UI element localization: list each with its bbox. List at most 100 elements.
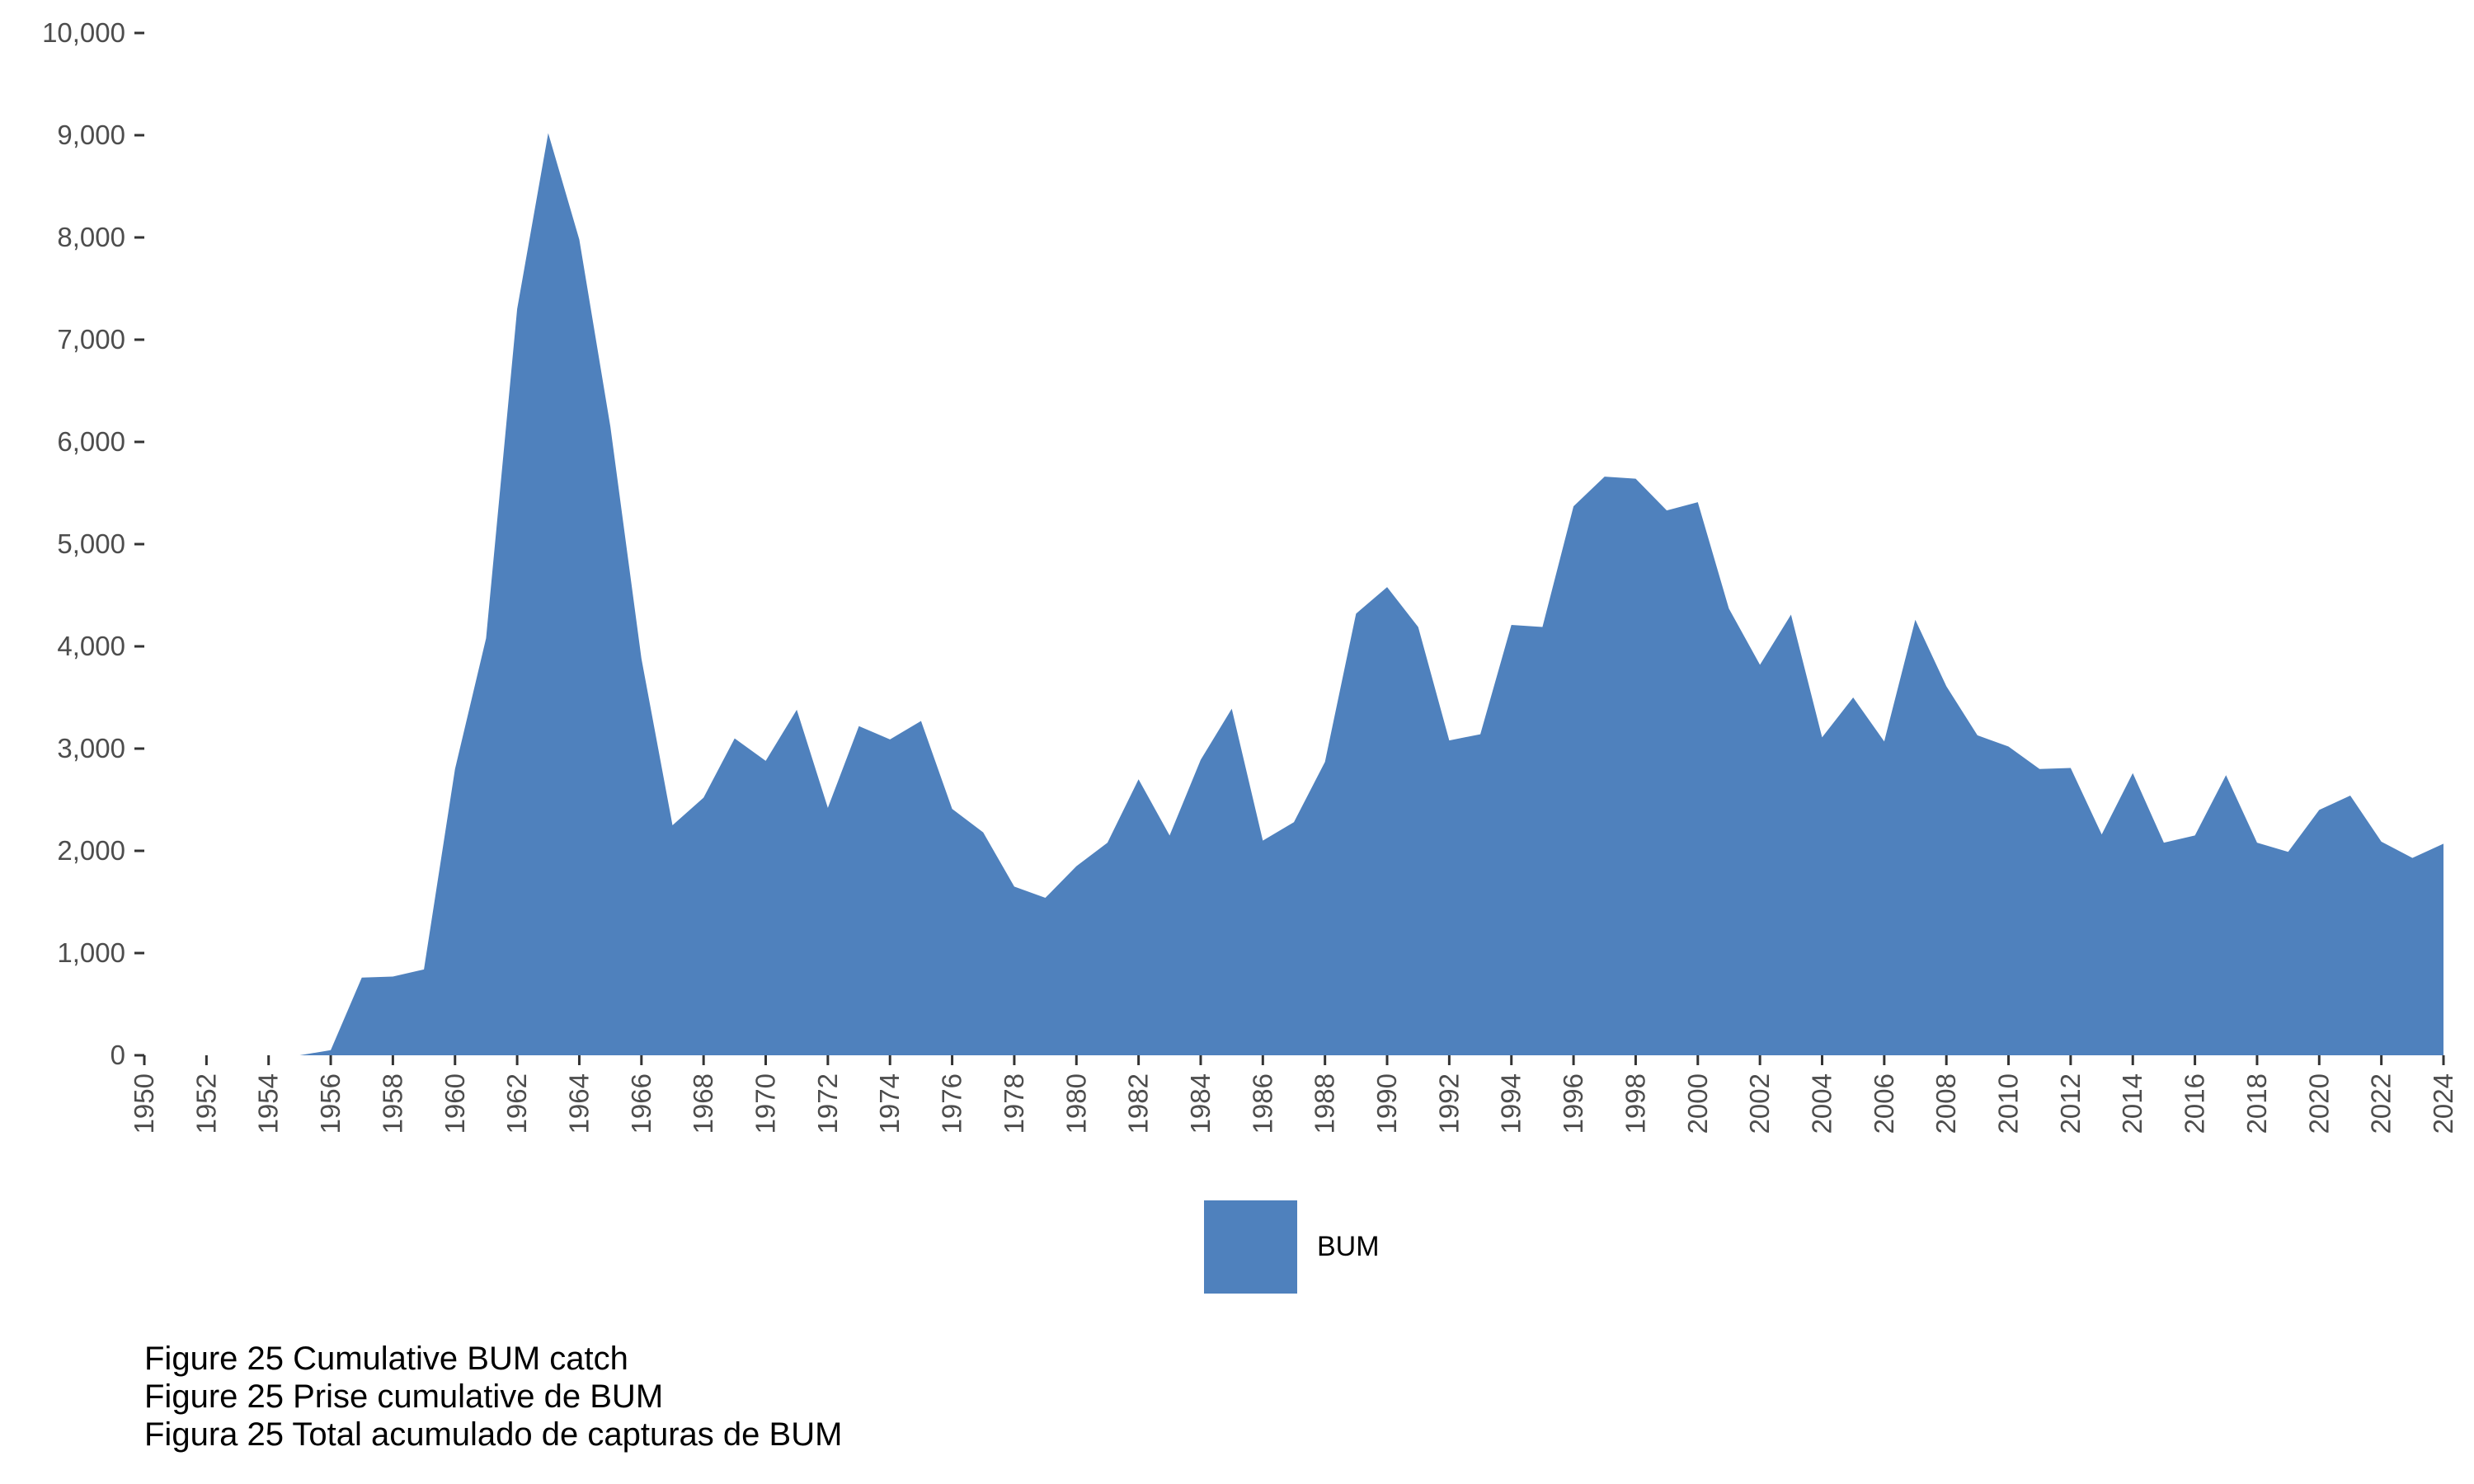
data-point — [2349, 794, 2352, 797]
data-point — [577, 237, 581, 241]
data-point — [2194, 834, 2197, 837]
data-point — [1354, 612, 1357, 615]
data-point — [329, 1049, 332, 1052]
x-tick-label: 1960 — [440, 1073, 470, 1134]
x-tick-label: 2014 — [2117, 1073, 2147, 1134]
data-point — [1385, 585, 1389, 589]
data-point — [2255, 841, 2259, 844]
data-point — [1199, 758, 1202, 762]
data-point — [1727, 607, 1730, 610]
y-tick-label: 6,000 — [57, 426, 125, 457]
x-tick-label: 2000 — [1682, 1073, 1713, 1134]
y-tick-label: 3,000 — [57, 733, 125, 763]
data-point — [609, 425, 612, 428]
data-point — [2287, 850, 2290, 853]
data-point — [1634, 477, 1637, 481]
x-tick-label: 1976 — [937, 1073, 967, 1134]
y-tick-label: 1,000 — [57, 937, 125, 968]
data-point — [1168, 834, 1171, 837]
x-tick-label: 1958 — [377, 1073, 407, 1134]
y-axis: 0 1,000 2,000 3,000 4,000 5,000 6,000 7,000 8,00… — [42, 17, 144, 1070]
y-tick-label: 5,000 — [57, 528, 125, 559]
data-point — [2162, 841, 2166, 844]
legend-label-bum: BUM — [1317, 1231, 1380, 1262]
x-tick-label: 1970 — [750, 1073, 781, 1134]
data-point — [795, 708, 798, 711]
data-point — [858, 725, 861, 728]
data-point — [1790, 613, 1793, 617]
data-point — [1945, 684, 1948, 688]
data-point — [1540, 625, 1544, 628]
data-point — [1665, 509, 1668, 512]
y-tick-label: 8,000 — [57, 222, 125, 252]
data-point — [1261, 839, 1264, 843]
data-point — [1417, 625, 1420, 628]
x-tick-label: 1988 — [1310, 1073, 1340, 1134]
x-tick-label: 1968 — [688, 1073, 718, 1134]
x-tick-label: 1998 — [1620, 1073, 1650, 1134]
data-point — [1914, 618, 1917, 622]
x-tick-label: 1986 — [1247, 1073, 1277, 1134]
data-point — [1106, 841, 1109, 844]
data-point — [1044, 896, 1047, 899]
data-point — [981, 831, 985, 834]
x-tick-label: 1974 — [874, 1073, 905, 1134]
x-tick-label: 1996 — [1558, 1073, 1588, 1134]
x-axis: 1950 1952 1954 1956 1958 1960 1962 1964 1966 1968… — [129, 1055, 2458, 1134]
caption-line-french: Figure 25 Prise cumulative de BUM — [144, 1378, 664, 1415]
x-tick-label: 1990 — [1371, 1073, 1402, 1134]
data-point — [2007, 745, 2011, 749]
data-point — [2380, 840, 2383, 843]
x-tick-label: 2010 — [1993, 1073, 2024, 1134]
x-tick-label: 2006 — [1869, 1073, 1899, 1134]
data-point — [826, 806, 830, 810]
x-tick-label: 2024 — [2428, 1073, 2458, 1134]
x-tick-label: 1978 — [999, 1073, 1029, 1134]
data-point — [547, 132, 550, 135]
x-tick-label: 1980 — [1061, 1073, 1091, 1134]
caption-line-english: Figure 25 Cumulative BUM catch — [144, 1341, 628, 1377]
data-point — [640, 657, 643, 660]
data-point — [702, 796, 705, 800]
x-tick-label: 2002 — [1744, 1073, 1775, 1134]
data-point — [2317, 808, 2321, 811]
data-point — [1479, 733, 1482, 736]
x-tick-label: 2018 — [2241, 1073, 2272, 1134]
data-point — [1883, 740, 1886, 743]
data-point — [1510, 623, 1513, 627]
figure-caption: Figure 25 Cumulative BUM catch Figure 25… — [144, 1340, 842, 1453]
data-point — [2224, 773, 2227, 777]
x-tick-label: 1956 — [315, 1073, 346, 1134]
data-point — [1696, 500, 1700, 504]
data-point — [1976, 734, 1979, 737]
x-tick-label: 2022 — [2366, 1073, 2396, 1134]
y-tick-label: 4,000 — [57, 631, 125, 661]
data-point — [2038, 768, 2041, 771]
data-point — [2411, 857, 2414, 860]
data-point — [391, 975, 394, 979]
data-point — [484, 636, 487, 640]
data-point — [764, 759, 768, 763]
x-tick-label: 1984 — [1185, 1073, 1216, 1134]
data-point — [1758, 663, 1761, 666]
data-point — [1324, 760, 1327, 763]
plot-area — [299, 132, 2445, 1055]
data-point — [2442, 842, 2445, 845]
x-tick-label: 2016 — [2180, 1073, 2210, 1134]
data-point — [888, 738, 891, 741]
data-point — [1603, 475, 1606, 478]
data-point — [515, 308, 519, 311]
caption-line-spanish: Figura 25 Total acumulado de capturas de… — [144, 1416, 843, 1453]
data-point — [1292, 820, 1296, 824]
x-tick-label: 1964 — [563, 1073, 594, 1134]
x-tick-label: 1982 — [1123, 1073, 1154, 1134]
y-tick-label: 2,000 — [57, 835, 125, 866]
x-tick-label: 1950 — [129, 1073, 159, 1134]
x-tick-label: 1954 — [253, 1073, 284, 1134]
data-point — [670, 824, 674, 827]
data-point — [422, 968, 426, 971]
data-point — [951, 807, 954, 810]
y-tick-label: 9,000 — [57, 120, 125, 150]
x-tick-label: 2012 — [2055, 1073, 2086, 1134]
